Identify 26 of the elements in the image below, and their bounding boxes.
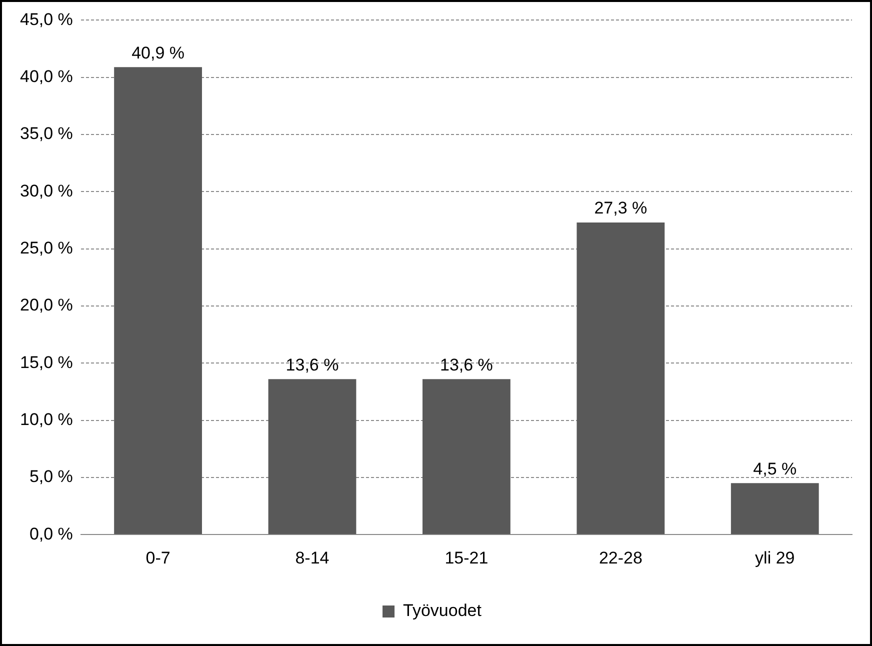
bar (268, 379, 356, 534)
x-tick-label: 15-21 (444, 548, 488, 568)
bar (576, 222, 665, 534)
bar (422, 379, 510, 534)
y-tick-label: 5,0 % (29, 467, 73, 486)
y-tick-label: 15,0 % (20, 352, 73, 372)
data-label: 13,6 % (286, 355, 339, 374)
x-tick-label: yli 29 (755, 548, 795, 568)
data-label: 4,5 % (753, 459, 797, 478)
y-tick-label: 10,0 % (20, 410, 73, 429)
data-label: 13,6 % (440, 355, 493, 374)
x-tick-label: 8-14 (295, 548, 330, 568)
y-tick-label: 35,0 % (20, 124, 73, 144)
data-label: 27,3 % (594, 198, 648, 218)
y-tick-label: 40,0 % (20, 67, 73, 86)
data-label: 40,9 % (132, 43, 184, 62)
y-tick-label: 0,0 % (29, 524, 73, 544)
y-tick-label: 25,0 % (20, 238, 73, 258)
y-tick-label: 45,0 % (20, 10, 73, 29)
y-tick-label: 30,0 % (20, 181, 73, 200)
y-tick-label: 20,0 % (20, 296, 73, 315)
bar (114, 67, 202, 534)
x-tick-label: 0-7 (146, 548, 170, 568)
x-tick-label: 22-28 (598, 548, 642, 568)
bar (730, 483, 819, 534)
legend-label: Työvuodet (403, 601, 482, 620)
